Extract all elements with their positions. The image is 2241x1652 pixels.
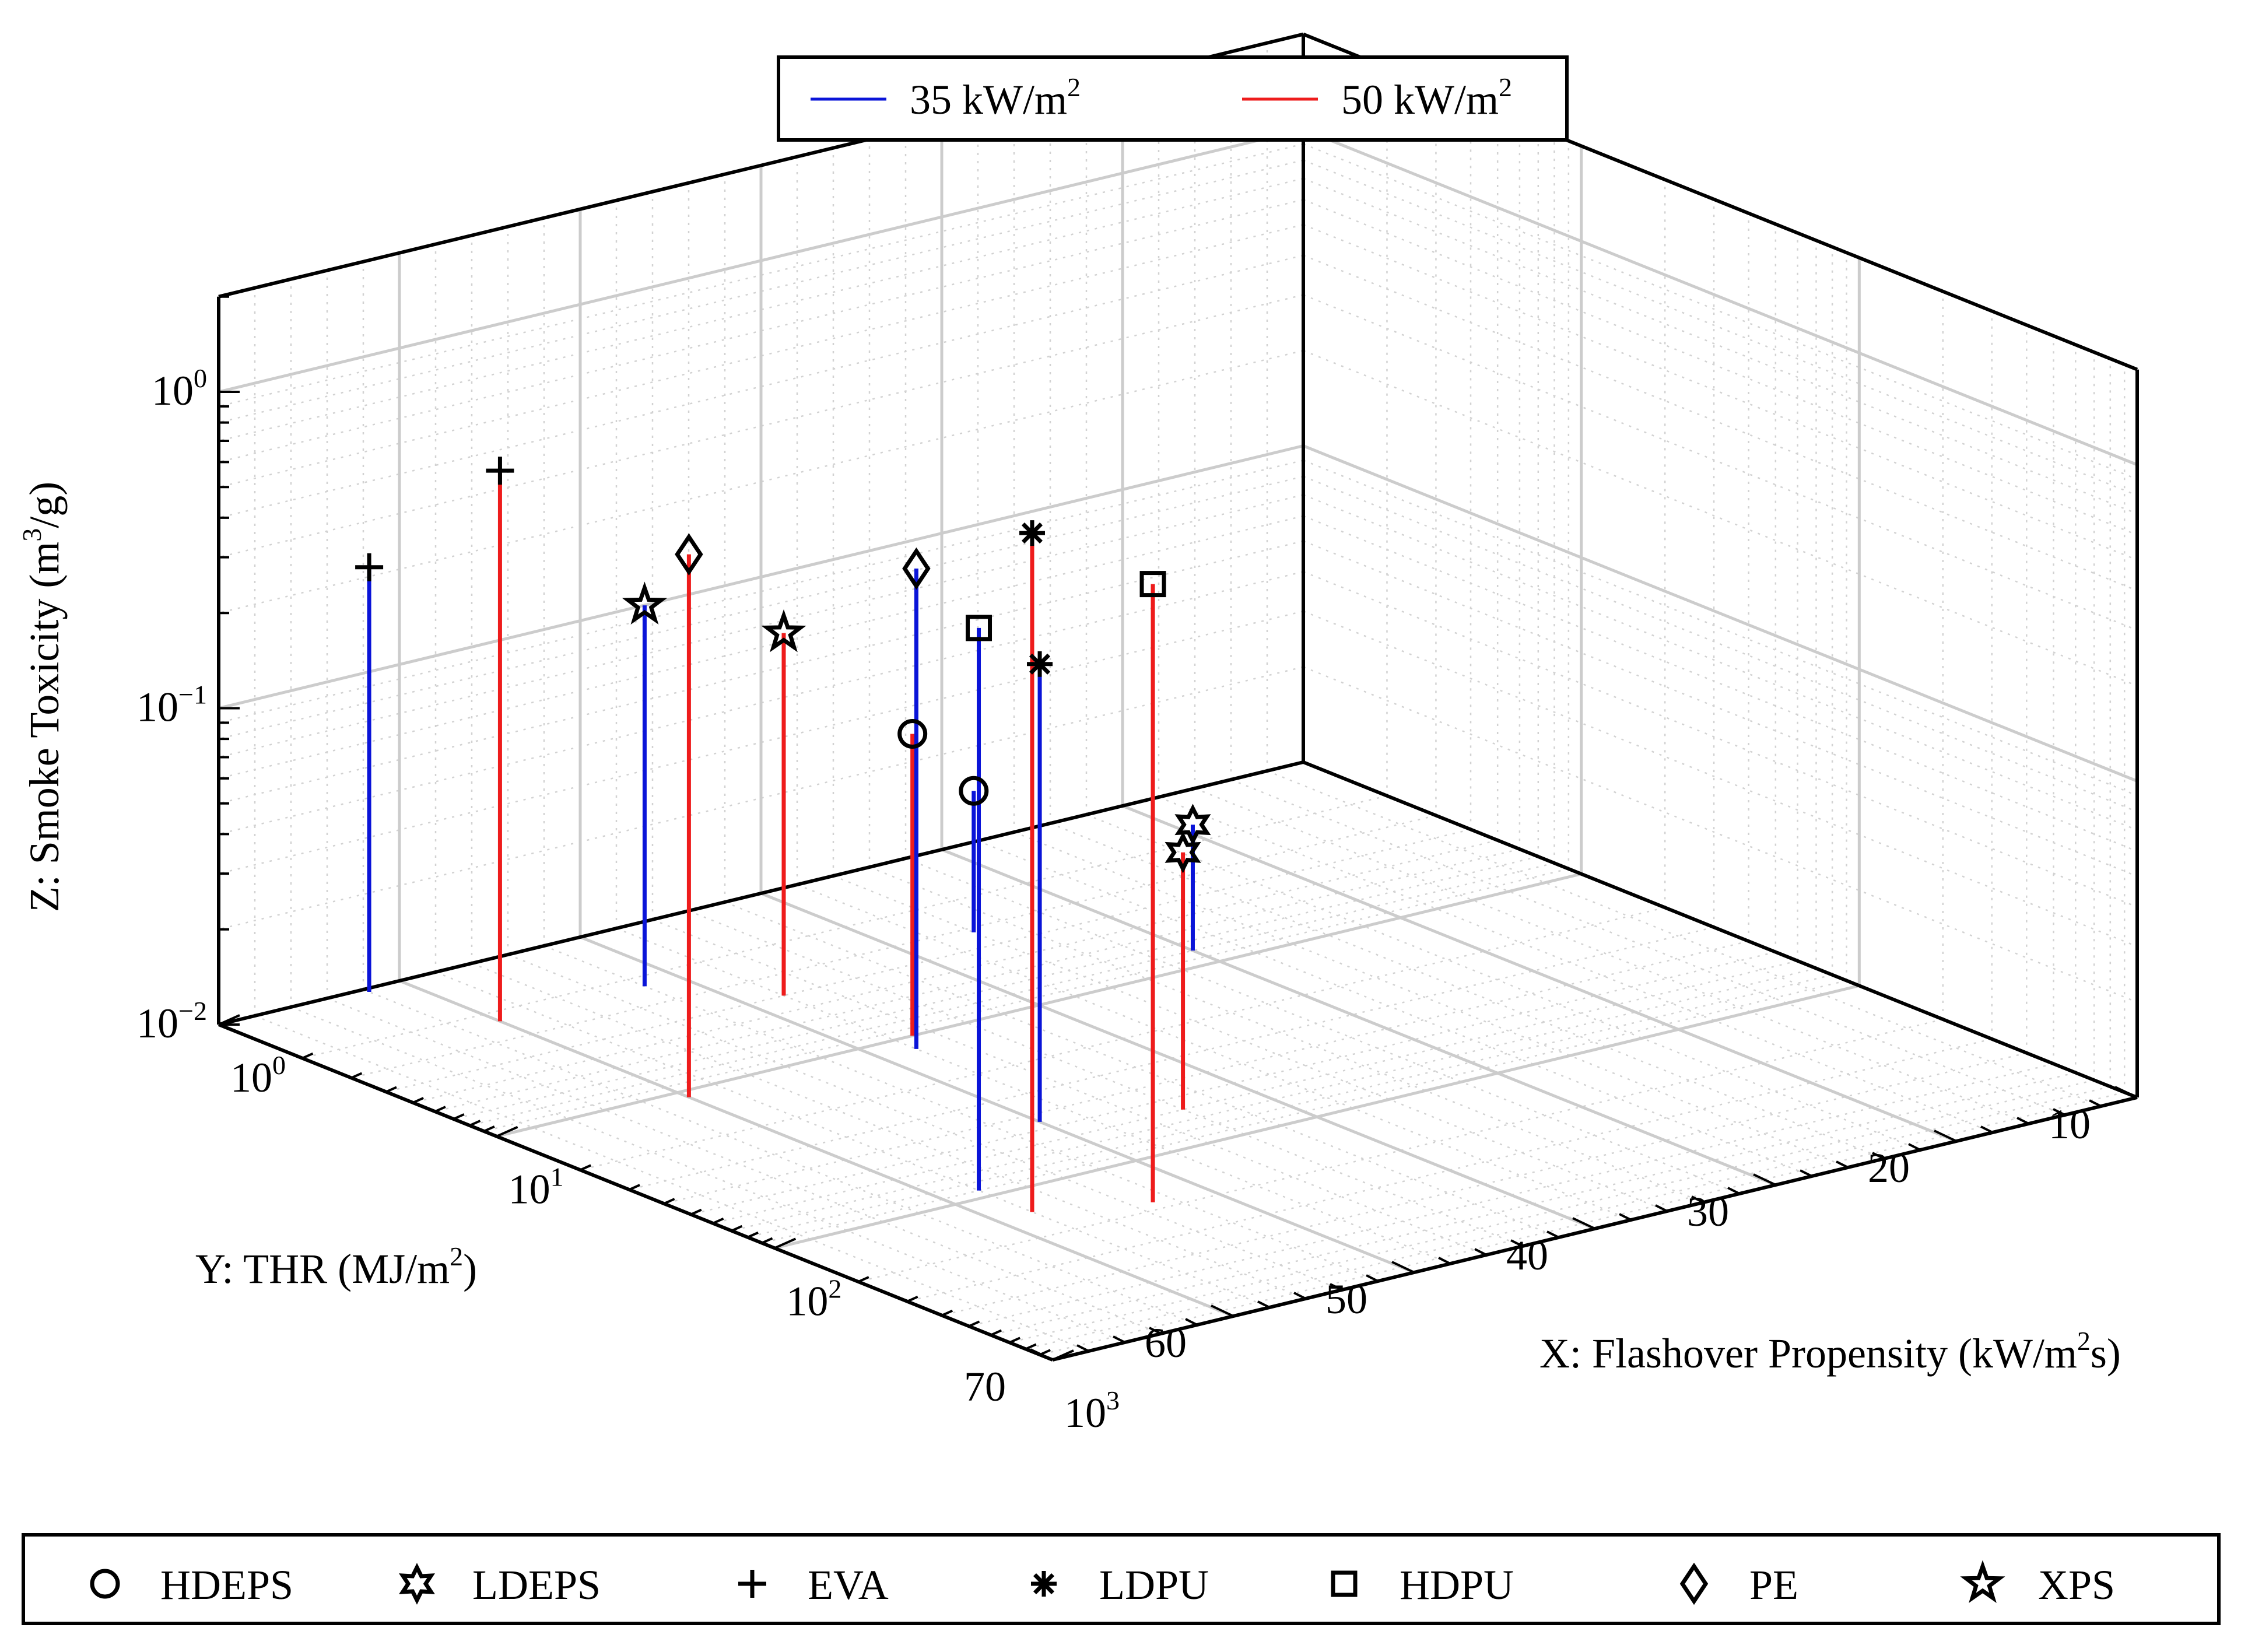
axis-titles: X: Flashover Propensity (kW/m2s) Y: THR (…: [17, 482, 2121, 1377]
x-axis-title: X: Flashover Propensity (kW/m2s): [1539, 1326, 2121, 1377]
legend-label-pe: PE: [1749, 1562, 1798, 1608]
x-tick-label: 102: [786, 1274, 841, 1324]
legends: 35 kW/m2 50 kW/m2 HDEPS LDEPS EVA LDPU HDPU PE X…: [22, 55, 2221, 1625]
z-tick-label: 10−1: [136, 680, 207, 731]
legend-marker-hdeps: [90, 1569, 120, 1599]
marker-ldeps: [1165, 831, 1201, 874]
legend-label-series: 50 kW/m2: [1341, 72, 1512, 123]
legend-label-hdeps: HDEPS: [160, 1562, 293, 1608]
grid-layer: [217, 33, 2139, 1362]
z-axis-title: Z: Smoke Toxicity (m3/g): [17, 482, 68, 913]
legend-label-ldeps: LDEPS: [472, 1562, 601, 1608]
materials-legend: [22, 1533, 2221, 1625]
stems: [367, 471, 1195, 1212]
series-legend: [777, 55, 1569, 142]
marker-ldpu: [1027, 651, 1053, 677]
legend-marker-ldeps: [399, 1563, 435, 1605]
legend-label-series: 35 kW/m2: [910, 72, 1081, 123]
marker-hdeps: [959, 776, 989, 806]
legend-label-hdpu: HDPU: [1400, 1562, 1514, 1608]
legend-marker-ldpu: [1031, 1571, 1057, 1597]
axis-frame: [217, 32, 2139, 1362]
marker-pe: [675, 533, 703, 576]
tick-labels: 100 101 102 103 10 20 30 40 50 60 70 10−2 10−1 100: [136, 363, 2091, 1436]
legend-marker-xps: [1960, 1560, 2005, 1603]
z-tick-label: 10−2: [136, 996, 207, 1047]
y-tick-label: 70: [964, 1363, 1006, 1410]
y-tick-label: 10: [2049, 1101, 2091, 1148]
marker-ldpu: [1019, 520, 1045, 546]
markers: [355, 457, 1211, 874]
marker-ldeps: [1174, 804, 1211, 846]
x-tick-label: 101: [508, 1162, 564, 1213]
y-tick-label: 50: [1325, 1276, 1367, 1323]
marker-eva: [355, 553, 384, 581]
y-tick-label: 60: [1145, 1320, 1187, 1366]
legend-marker-eva: [738, 1570, 766, 1598]
marker-xps: [761, 609, 806, 653]
marker-hdpu: [1139, 571, 1166, 598]
x-tick-label: 100: [230, 1050, 286, 1101]
z-tick-label: 100: [152, 363, 207, 414]
marker-xps: [622, 581, 668, 625]
y-axis-title: Y: THR (MJ/m2): [195, 1241, 477, 1292]
legend-label-xps: XPS: [2038, 1562, 2115, 1608]
y-tick-label: 40: [1506, 1232, 1548, 1279]
marker-hdeps: [897, 718, 928, 749]
legend-label-ldpu: LDPU: [1099, 1562, 1209, 1608]
legend-marker-pe: [1679, 1562, 1709, 1605]
marker-eva: [486, 457, 514, 485]
marker-hdpu: [966, 615, 993, 641]
y-tick-label: 20: [1868, 1145, 1910, 1191]
legend-marker-hdpu: [1331, 1570, 1358, 1597]
marker-pe: [902, 547, 931, 590]
y-tick-label: 30: [1687, 1188, 1729, 1235]
x-tick-label: 103: [1064, 1386, 1120, 1436]
legend-label-eva: EVA: [808, 1562, 889, 1608]
